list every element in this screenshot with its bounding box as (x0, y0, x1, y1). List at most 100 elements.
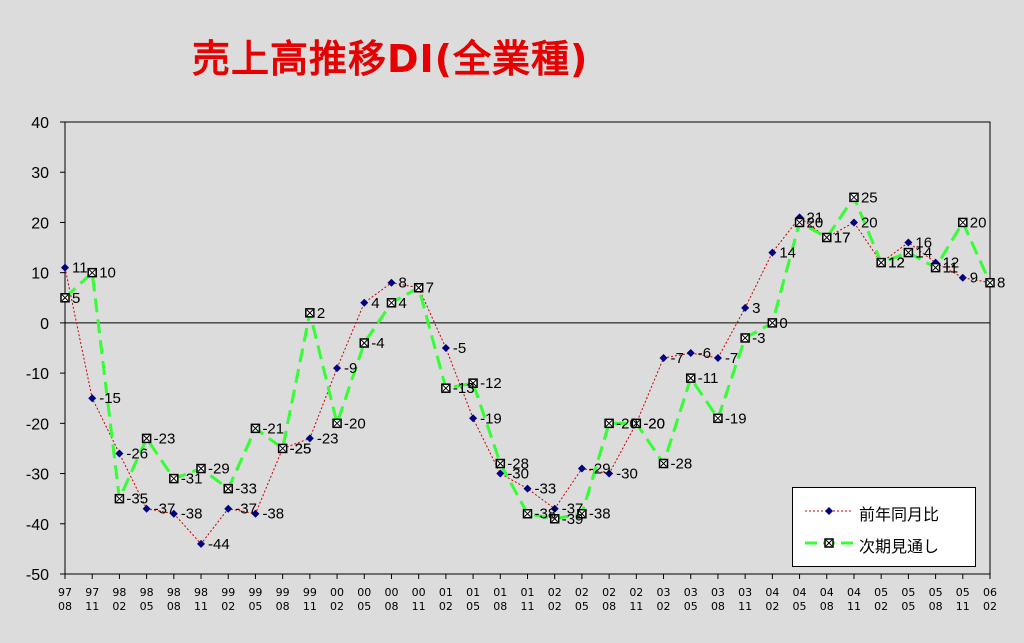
point-次期見通し (958, 217, 968, 228)
x-tick-label-year: 02 (602, 586, 616, 599)
data-label-次期見通し: 0 (779, 315, 787, 332)
y-tick-label: 20 (31, 215, 49, 232)
point-次期見通し (604, 418, 614, 429)
x-tick-label-month: 05 (466, 600, 480, 613)
marker-x (279, 445, 287, 452)
point-前年同月比 (61, 263, 69, 272)
data-label-前年同月比: 17 (834, 230, 851, 247)
data-label-次期見通し: -31 (181, 471, 203, 488)
data-label-前年同月比: 8 (997, 275, 1005, 292)
point-次期見通し (849, 192, 859, 203)
x-tick-label-year: 05 (956, 586, 970, 599)
marker-x (905, 249, 912, 256)
x-tick-label-year: 97 (58, 586, 72, 599)
marker-x (252, 425, 259, 432)
point-前年同月比 (224, 504, 233, 513)
x-tick-label-month: 05 (357, 600, 371, 613)
x-tick-label-year: 00 (384, 586, 398, 599)
x-tick-label-year: 04 (820, 586, 834, 599)
point-次期見通し (713, 413, 723, 424)
point-前年同月比 (550, 504, 559, 513)
x-tick-label-month: 11 (738, 600, 752, 613)
marker-x (768, 319, 776, 327)
x-tick-label-month: 08 (711, 600, 725, 613)
x-tick-label-month: 05 (901, 600, 915, 613)
data-label-前年同月比: -6 (698, 345, 711, 362)
point-前年同月比 (88, 394, 97, 403)
point-前年同月比 (469, 414, 478, 423)
data-label-前年同月比: -37 (562, 501, 584, 518)
legend: 前年同月比 次期見通し (792, 487, 976, 567)
x-tick-label-year: 04 (847, 586, 861, 599)
data-label-前年同月比: -7 (671, 350, 684, 367)
x-tick-label-month: 08 (276, 600, 290, 613)
data-label-次期見通し: 4 (398, 295, 406, 312)
marker-x (360, 339, 368, 347)
x-tick-label-year: 99 (303, 586, 317, 599)
point-前年同月比 (523, 484, 532, 493)
marker-x (714, 414, 722, 422)
marker-x (959, 219, 967, 226)
data-label-次期見通し: -20 (344, 415, 366, 432)
x-tick-label-year: 99 (221, 586, 235, 599)
x-tick-label-month: 08 (384, 600, 398, 613)
x-tick-label-month: 02 (112, 600, 126, 613)
data-labels: 11-15-26-37 -38-44-37 -38-25-23-948 7-5-19-… (72, 189, 1005, 553)
data-label-次期見通し: 14 (915, 245, 932, 262)
x-tick-label-month: 02 (874, 600, 888, 613)
x-tick-label-month: 05 (140, 600, 154, 613)
x-tick-label-month: 05 (248, 600, 262, 613)
marker-x (932, 264, 939, 271)
data-label-前年同月比: -44 (208, 536, 230, 553)
marker-x (877, 259, 885, 266)
point-前年同月比 (115, 449, 124, 458)
y-tick-label: 0 (40, 316, 49, 333)
y-tick-label: -40 (26, 517, 49, 534)
x-tick-label-year: 01 (493, 586, 507, 599)
x-tick-label-month: 08 (58, 600, 72, 613)
point-次期見通し (985, 277, 995, 288)
y-tick-label: -20 (26, 416, 49, 433)
data-label-前年同月比: -9 (344, 360, 357, 377)
x-tick-label-year: 00 (412, 586, 426, 599)
data-label-次期見通し: 25 (861, 189, 878, 206)
marker-x (632, 419, 640, 427)
point-次期見通し (60, 293, 70, 303)
legend-label-前年同月比: 前年同月比 (859, 505, 940, 524)
point-前年同月比 (142, 504, 151, 513)
data-label-前年同月比: 4 (371, 295, 379, 312)
x-tick-label-month: 11 (847, 600, 861, 613)
data-label-前年同月比: -38 (262, 506, 284, 523)
marker-x (741, 334, 749, 342)
data-label-次期見通し: 12 (888, 255, 905, 272)
point-次期見通し (903, 247, 914, 258)
point-次期見通し (141, 433, 152, 444)
data-label-前年同月比: 3 (752, 300, 760, 317)
point-次期見通し (822, 232, 832, 243)
point-前年同月比 (686, 349, 695, 358)
x-tick-label-year: 03 (738, 586, 752, 599)
x-tick-label-month: 08 (929, 600, 943, 613)
marker-x (170, 475, 178, 482)
marker-x (687, 374, 695, 382)
data-label-前年同月比: -38 (181, 506, 203, 523)
data-label-次期見通し: -20 (616, 415, 638, 432)
data-label-前年同月比: 12 (943, 255, 960, 272)
series-次期見通し (60, 192, 995, 524)
data-label-前年同月比: -7 (725, 350, 738, 367)
point-次期見通し (740, 333, 750, 343)
data-label-次期見通し: -38 (535, 506, 557, 523)
point-次期見通し (114, 493, 125, 504)
marker-x (224, 485, 232, 492)
data-label-前年同月比: 11 (72, 260, 88, 277)
x-tick-label-month: 11 (629, 600, 643, 613)
point-次期見通し (794, 217, 805, 228)
data-label-前年同月比: -15 (99, 390, 121, 407)
x-tick-label-year: 00 (357, 586, 371, 599)
x-tick-label-month: 11 (521, 600, 535, 613)
x-tick-label-year: 06 (983, 586, 997, 599)
point-次期見通し (549, 514, 560, 524)
data-label-前年同月比: -30 (507, 466, 529, 483)
